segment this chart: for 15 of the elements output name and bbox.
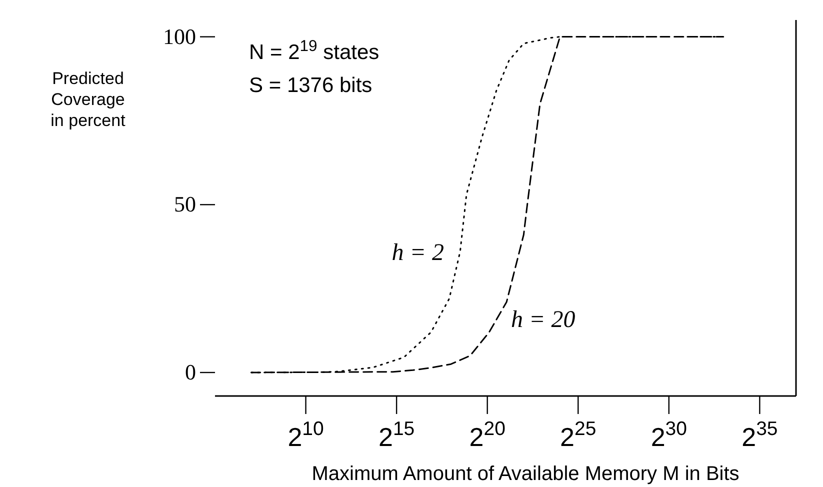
- x-tick-label: 2$^{30}$: [650, 418, 688, 452]
- x-tick-label: 2$^{20}$: [469, 418, 506, 452]
- series-label: h = 20: [511, 307, 576, 333]
- y-tick-label: 100: [163, 24, 196, 49]
- y-tick-label: 50: [174, 192, 196, 217]
- x-tick-label: 2$^{35}$: [742, 418, 778, 452]
- y-axis-title: Predicted Coverage in percent: [50, 69, 126, 130]
- x-axis-title: Maximum Amount of Available Memory M in Bits: [312, 463, 740, 485]
- y-tick-label: 0: [185, 360, 196, 384]
- x-tick-label: 2$^{10}$: [288, 418, 324, 452]
- x-tick-label: 2$^{25}$: [560, 418, 596, 452]
- series-label: h = 2: [392, 240, 444, 266]
- x-tick-label: 2$^{15}$: [378, 418, 415, 452]
- annotation: S = 1376 bits: [249, 74, 372, 97]
- annotation: N = 2$^{19}$ states: [249, 38, 380, 64]
